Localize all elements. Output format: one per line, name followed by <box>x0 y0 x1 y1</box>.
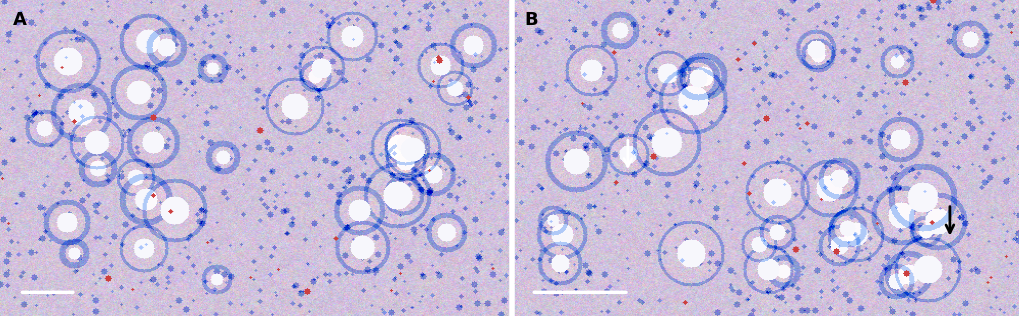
Text: A: A <box>13 11 26 29</box>
Text: B: B <box>524 11 538 29</box>
